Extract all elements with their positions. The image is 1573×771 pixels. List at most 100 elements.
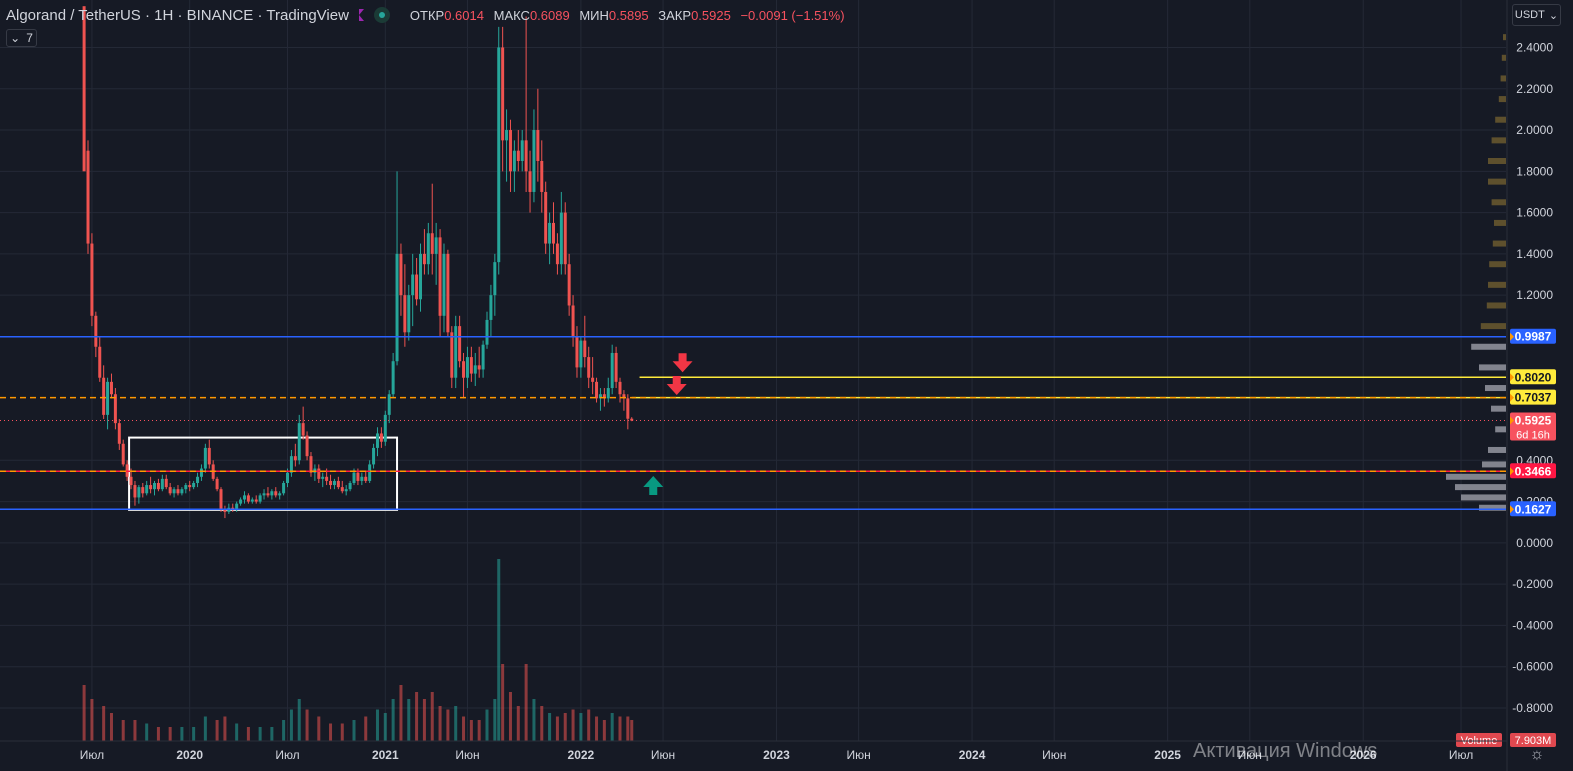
close-value: 0.5925 bbox=[691, 7, 731, 23]
price-level-label: 0.1627 bbox=[1510, 501, 1556, 517]
candle bbox=[473, 352, 477, 386]
candle-body bbox=[512, 150, 516, 172]
volume-profile-bar bbox=[1492, 240, 1506, 247]
volume-bar bbox=[133, 720, 137, 741]
volume-bar bbox=[485, 709, 489, 741]
volume-bar bbox=[223, 716, 227, 741]
price-level-label: 0.5925 6d 16h bbox=[1510, 412, 1556, 442]
candle-body bbox=[321, 476, 325, 479]
time-tick-label: Июн bbox=[651, 748, 675, 762]
time-tick-label: Июл bbox=[1449, 748, 1473, 762]
candle bbox=[344, 485, 348, 496]
candle bbox=[172, 487, 176, 498]
volume-bar bbox=[610, 713, 614, 741]
candle bbox=[614, 346, 618, 389]
candle-body bbox=[153, 482, 157, 490]
candle-body bbox=[129, 476, 133, 486]
settings-icon[interactable]: ☼ bbox=[1529, 746, 1545, 763]
candle-body bbox=[391, 361, 395, 395]
candle-body bbox=[446, 253, 450, 333]
ohlc-values: ОТКР0.6014 МАКС0.6089 МИН0.5895 ЗАКР0.59… bbox=[410, 8, 851, 23]
candle bbox=[430, 183, 434, 275]
candle-body bbox=[219, 489, 223, 510]
price-level-label-bg bbox=[1510, 412, 1556, 441]
candle bbox=[415, 258, 419, 306]
volume-profile-bar bbox=[1503, 34, 1506, 41]
volume-profile-bar bbox=[1489, 261, 1506, 268]
candle bbox=[250, 497, 254, 504]
candle bbox=[567, 253, 571, 316]
candle-body bbox=[160, 478, 164, 490]
volume-bar bbox=[180, 727, 184, 741]
volume-profile-bar bbox=[1488, 157, 1506, 164]
candle bbox=[450, 326, 454, 389]
volume-bar bbox=[626, 716, 630, 741]
volume-bar bbox=[548, 713, 552, 741]
candle bbox=[149, 476, 153, 494]
grid bbox=[0, 0, 1506, 741]
candle-body bbox=[567, 264, 571, 306]
level-marker-icon bbox=[1510, 416, 1514, 425]
candle bbox=[532, 109, 536, 203]
candle bbox=[391, 352, 395, 399]
candle bbox=[289, 449, 293, 477]
volume-bar bbox=[407, 699, 411, 741]
indicators-toggle-button[interactable]: ⌄ 7 bbox=[6, 29, 37, 47]
volume-bar bbox=[563, 713, 567, 741]
candle-body bbox=[411, 274, 415, 296]
flag-icon[interactable] bbox=[358, 9, 364, 21]
volume-profile-bar bbox=[1501, 54, 1506, 61]
volume-profile-bar bbox=[1480, 323, 1506, 330]
candle bbox=[571, 295, 575, 347]
price-level-label-bg bbox=[1510, 389, 1556, 405]
candle bbox=[305, 431, 309, 461]
candle-body bbox=[602, 394, 606, 399]
countdown-label: 6d 16h bbox=[1516, 430, 1550, 442]
candle-body bbox=[215, 478, 219, 490]
volume-profile-bar bbox=[1479, 364, 1506, 371]
symbol-title[interactable]: Algorand / TetherUS · 1H · BINANCE · Tra… bbox=[6, 6, 349, 24]
volume-profile-bar bbox=[1485, 385, 1506, 392]
candle bbox=[102, 365, 106, 420]
volume-bar bbox=[399, 685, 403, 741]
volume-bar bbox=[235, 723, 239, 741]
volume-bar bbox=[422, 699, 426, 741]
time-tick-label: 2023 bbox=[763, 748, 790, 762]
candle bbox=[329, 474, 333, 490]
volume-bar bbox=[446, 709, 450, 741]
candle-body bbox=[332, 480, 336, 486]
candle-body bbox=[356, 472, 360, 481]
price-level-label: 0.7037 bbox=[1510, 389, 1556, 405]
candle-body bbox=[172, 489, 176, 494]
candle-body bbox=[102, 377, 106, 415]
volume-profile-bar bbox=[1446, 473, 1506, 480]
volume-bar bbox=[602, 720, 606, 741]
volume-bar bbox=[102, 706, 106, 741]
candle-body bbox=[462, 361, 466, 378]
candle bbox=[94, 311, 98, 358]
price-tick-label: -0.8000 bbox=[1512, 701, 1553, 715]
candle bbox=[160, 474, 164, 492]
candle bbox=[266, 487, 270, 498]
volume-bar bbox=[516, 706, 520, 741]
volume-bar bbox=[383, 713, 387, 741]
arrow-down-icon bbox=[666, 375, 687, 395]
candle bbox=[254, 495, 258, 504]
candle bbox=[552, 202, 556, 254]
volume-value-label: 7.903M bbox=[1515, 735, 1552, 747]
level-marker-icon bbox=[1510, 467, 1514, 476]
candle-body bbox=[622, 394, 626, 399]
currency-button[interactable]: USDT ⌄ bbox=[1512, 4, 1561, 26]
candle-body bbox=[301, 423, 305, 436]
candle bbox=[90, 233, 94, 327]
candle-body bbox=[591, 377, 595, 382]
candle-body bbox=[168, 487, 172, 494]
candle-body bbox=[528, 171, 532, 192]
candle bbox=[117, 419, 121, 450]
candle bbox=[121, 439, 125, 467]
candle bbox=[340, 480, 344, 494]
price-tick-label: 2.0000 bbox=[1516, 123, 1553, 137]
chevron-down-icon: ⌄ bbox=[1548, 9, 1559, 22]
low-value: 0.5895 bbox=[608, 7, 649, 23]
